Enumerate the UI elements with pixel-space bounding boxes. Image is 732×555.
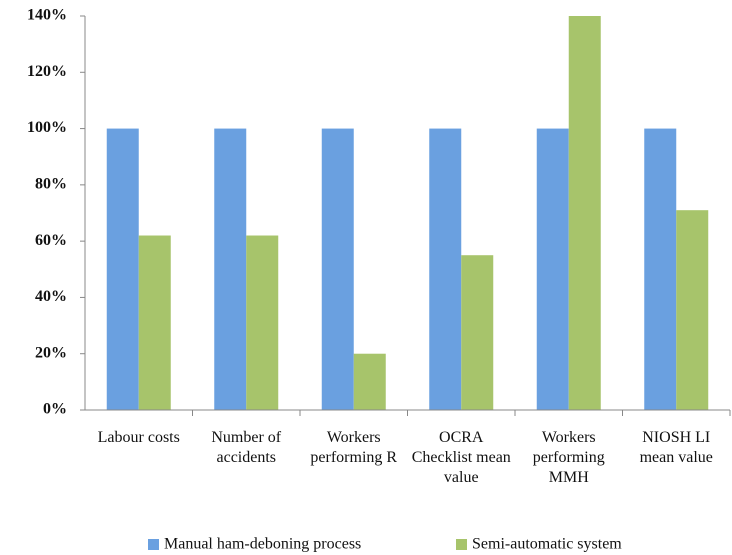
bar bbox=[568, 16, 601, 410]
bar bbox=[246, 235, 279, 410]
bar bbox=[429, 128, 462, 411]
bar bbox=[106, 128, 139, 411]
y-tick-label: 20% bbox=[35, 344, 67, 361]
x-tick-label: Number of accidents bbox=[211, 429, 282, 466]
x-tick-label: NIOSH LI mean value bbox=[639, 429, 713, 466]
legend-swatch bbox=[148, 539, 159, 550]
y-tick-label: 0% bbox=[43, 401, 67, 418]
y-tick-label: 60% bbox=[35, 232, 67, 249]
y-tick-label: 80% bbox=[35, 176, 67, 193]
legend-label: Semi-automatic system bbox=[472, 536, 622, 553]
legend-label: Manual ham-deboning process bbox=[164, 536, 361, 553]
x-tick-label: Workers performing MMH bbox=[532, 429, 605, 486]
y-tick-label: 40% bbox=[35, 288, 67, 305]
x-tick-label: OCRA Checklist mean value bbox=[411, 429, 511, 486]
bar bbox=[138, 235, 171, 410]
bar bbox=[353, 353, 386, 410]
bar bbox=[676, 210, 709, 410]
bar bbox=[536, 128, 569, 411]
x-tick-label: Labour costs bbox=[97, 429, 180, 446]
y-tick-label: 120% bbox=[27, 63, 67, 80]
y-tick-label: 140% bbox=[27, 7, 67, 24]
legend-swatch bbox=[456, 539, 467, 550]
bar bbox=[214, 128, 247, 411]
bar bbox=[644, 128, 677, 411]
x-tick-label: Workers performing R bbox=[310, 429, 398, 466]
bar bbox=[461, 255, 494, 410]
bar bbox=[321, 128, 354, 411]
y-tick-label: 100% bbox=[27, 119, 67, 136]
